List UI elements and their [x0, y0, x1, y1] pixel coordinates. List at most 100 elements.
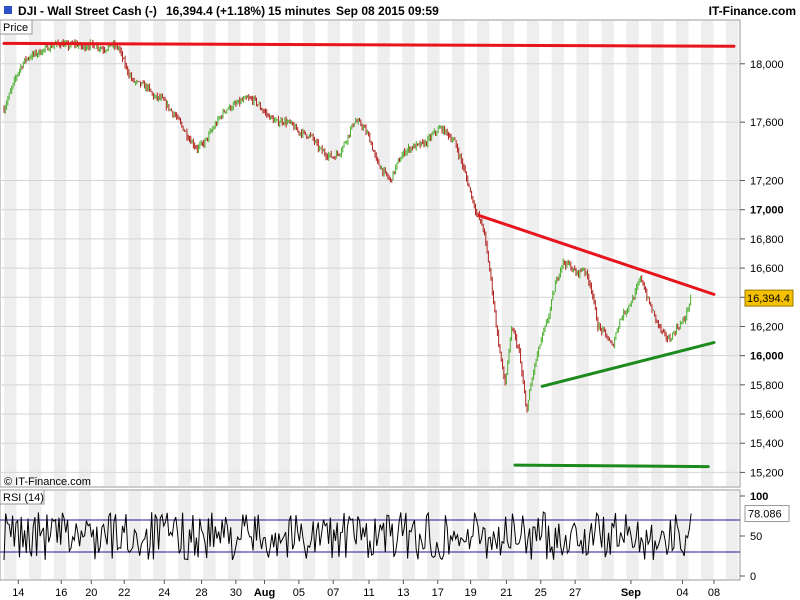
x-axis: 14 16 20 22 24 28 30 Aug 05 07 11 13 17 19 21 25 27 Sep 04… [12, 580, 720, 599]
price-tick-label: 16,200 [750, 321, 784, 333]
rsi-last-label: 78.086 [748, 509, 782, 521]
day-band [701, 21, 714, 486]
day-band [352, 21, 365, 486]
price-panel-label: Price [3, 22, 28, 34]
copyright-label: © IT-Finance.com [4, 476, 91, 488]
day-band [203, 21, 216, 486]
day-band [352, 491, 365, 579]
day-band [402, 491, 415, 579]
day-band [576, 21, 589, 486]
rsi-tick-label: 100 [750, 491, 768, 503]
header-bar [0, 0, 800, 20]
day-band [302, 21, 316, 486]
x-tick-label: 05 [293, 587, 305, 599]
day-band [53, 21, 67, 486]
x-tick-label: 25 [535, 587, 547, 599]
price-panel: 15,20015,40015,60015,80016,00016,20016,4… [0, 19, 794, 488]
header-brand: IT-Finance.com [709, 4, 796, 18]
lower-support-line [513, 463, 710, 469]
header-symbol: DJI - Wall Street Cash (-) [18, 4, 157, 18]
price-tick-label: 15,800 [750, 380, 784, 392]
x-tick-label: 04 [676, 587, 688, 599]
day-band [4, 21, 17, 486]
day-band [128, 21, 141, 486]
price-tick-label: 16,000 [750, 351, 784, 363]
x-tick-label: 20 [85, 587, 97, 599]
day-band [252, 491, 266, 579]
x-tick-label: 22 [118, 587, 130, 599]
header-quote: 16,394.4 (+1.18%) [166, 4, 265, 18]
day-band [78, 21, 92, 486]
day-band [501, 491, 515, 579]
day-band [501, 21, 515, 486]
x-tick-label: 24 [158, 587, 170, 599]
day-band [626, 491, 639, 579]
rsi-tick-label: 0 [750, 571, 756, 583]
price-tick-label: 16,600 [750, 263, 784, 275]
rsi-panel: 100 50 0 RSI (14) 78.086 [0, 489, 790, 583]
upper-resistance-line [2, 41, 736, 48]
day-band [452, 21, 465, 486]
header-datetime: Sep 08 2015 09:59 [336, 4, 439, 18]
rsi-line [3, 511, 692, 561]
day-band [701, 491, 714, 579]
price-tick-label: 15,200 [750, 467, 784, 479]
x-tick-label: 28 [195, 587, 207, 599]
day-band [327, 21, 341, 486]
day-band [228, 491, 241, 579]
symbol-marker-icon [4, 6, 12, 14]
day-band [277, 21, 291, 486]
day-band [452, 491, 465, 579]
price-tick-label: 17,600 [750, 117, 784, 129]
day-band [103, 21, 117, 486]
day-band [178, 21, 191, 486]
day-band [427, 21, 440, 486]
day-band [551, 21, 565, 486]
day-band [377, 21, 390, 486]
day-band [676, 491, 689, 579]
x-tick-label: 08 [708, 587, 720, 599]
last-price-label: 16,394.4 [747, 293, 790, 305]
rsi-panel-label: RSI (14) [3, 492, 44, 504]
header-interval: 15 minutes [268, 4, 331, 18]
x-tick-label: 19 [465, 587, 477, 599]
x-tick-label: 07 [327, 587, 339, 599]
day-band [651, 21, 664, 486]
price-label-box [0, 19, 33, 35]
falling-trendline-line [477, 214, 716, 296]
rsi-label-box [0, 489, 45, 505]
x-tick-label: Aug [254, 587, 275, 599]
day-band [28, 21, 42, 486]
price-tick-label: 17,000 [750, 205, 784, 217]
day-band [103, 491, 117, 579]
x-tick-label: Sep [621, 587, 641, 599]
day-band [402, 21, 415, 486]
price-tick-label: 16,800 [750, 234, 784, 246]
day-band [601, 21, 614, 486]
x-tick-label: 13 [397, 587, 409, 599]
day-band [153, 21, 166, 486]
price-tick-label: 15,600 [750, 409, 784, 421]
last-price-tag [744, 289, 794, 307]
day-band [252, 21, 266, 486]
day-band [476, 21, 490, 486]
x-tick-label: 21 [500, 587, 512, 599]
x-tick-label: 30 [230, 587, 242, 599]
x-tick-label: 27 [569, 587, 581, 599]
day-band [526, 21, 540, 486]
day-band [601, 491, 614, 579]
day-band [576, 491, 589, 579]
rising-trendline-line [540, 341, 716, 388]
day-band [676, 21, 689, 486]
rsi-tick-label: 50 [750, 531, 762, 543]
x-tick-label: 16 [55, 587, 67, 599]
day-band [128, 491, 141, 579]
day-band [302, 491, 316, 579]
day-band [228, 21, 241, 486]
price-tick-label: 17,200 [750, 176, 784, 188]
price-tick-label: 15,400 [750, 438, 784, 450]
price-tick-label: 18,000 [750, 59, 784, 71]
day-band [725, 21, 739, 486]
x-tick-label: 14 [12, 587, 24, 599]
